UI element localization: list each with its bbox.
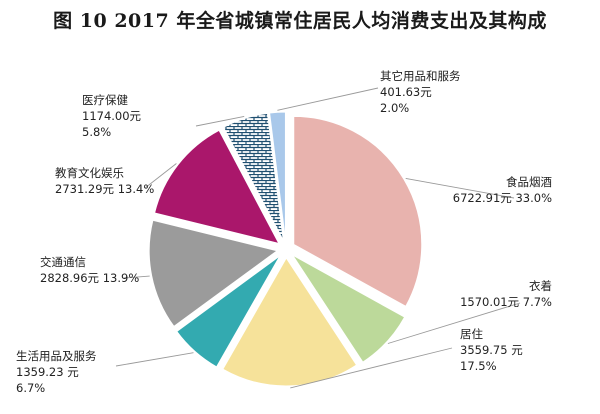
slice-label-3: 居住 3559.75 元 17.5% — [460, 327, 523, 373]
slice-label-5: 交通通信 2828.96元 13.9% — [40, 255, 139, 285]
pie-slice-5 — [148, 219, 279, 328]
slice-value: 6.7% — [16, 381, 45, 395]
slice-name: 医疗保健 — [82, 93, 128, 107]
slice-label-4: 生活用品及服务 1359.23 元 6.7% — [16, 349, 97, 395]
slice-value: 2731.29元 13.4% — [55, 182, 154, 196]
slice-value: 2828.96元 13.9% — [40, 271, 139, 285]
slice-label-6: 教育文化娱乐 2731.29元 13.4% — [55, 166, 154, 196]
chart-title: 图 10 2017 年全省城镇常住居民人均消费支出及其构成 — [53, 10, 547, 32]
slice-value: 2.0% — [380, 101, 409, 115]
slice-label-2: 衣着 1570.01元 7.7% — [460, 279, 552, 309]
pie-slice-2 — [292, 254, 406, 363]
slice-name: 交通通信 — [40, 255, 86, 269]
pie-slice-1 — [293, 115, 423, 308]
slice-label-1: 食品烟酒 6722.91元 33.0% — [453, 175, 552, 205]
pie-slice-3 — [222, 257, 358, 387]
slice-value: 1174.00元 — [82, 109, 142, 123]
pie-slice-7 — [222, 112, 284, 241]
slice-name: 教育文化娱乐 — [55, 166, 124, 180]
slice-value: 401.63元 — [380, 85, 432, 99]
leader-line-8 — [277, 87, 379, 111]
leader-line-3 — [290, 347, 453, 389]
slice-name: 居住 — [460, 327, 483, 341]
pie-slice-8 — [269, 111, 286, 241]
slice-value: 1570.01元 7.7% — [460, 295, 552, 309]
leader-line-1 — [405, 177, 515, 199]
leader-line-2 — [387, 302, 521, 344]
leader-line-5 — [123, 275, 150, 279]
leader-line-7 — [195, 115, 245, 127]
slice-value: 1359.23 元 — [16, 365, 79, 379]
pie-slice-6 — [153, 129, 280, 245]
leader-line-4 — [115, 352, 194, 367]
slice-name: 食品烟酒 — [506, 175, 552, 189]
slice-name: 其它用品和服务 — [380, 69, 461, 83]
slice-value: 6722.91元 33.0% — [453, 191, 552, 205]
slice-name: 生活用品及服务 — [16, 349, 97, 363]
slice-value: 3559.75 元 — [460, 343, 523, 357]
slice-name: 衣着 — [529, 279, 552, 293]
slice-label-7: 医疗保健 1174.00元 5.8% — [82, 93, 142, 139]
slice-value: 5.8% — [82, 125, 111, 139]
pie-slice-4 — [176, 255, 281, 368]
slice-label-8: 其它用品和服务 401.63元 2.0% — [380, 69, 461, 115]
leader-line-6 — [144, 163, 177, 189]
slice-value: 17.5% — [460, 359, 497, 373]
